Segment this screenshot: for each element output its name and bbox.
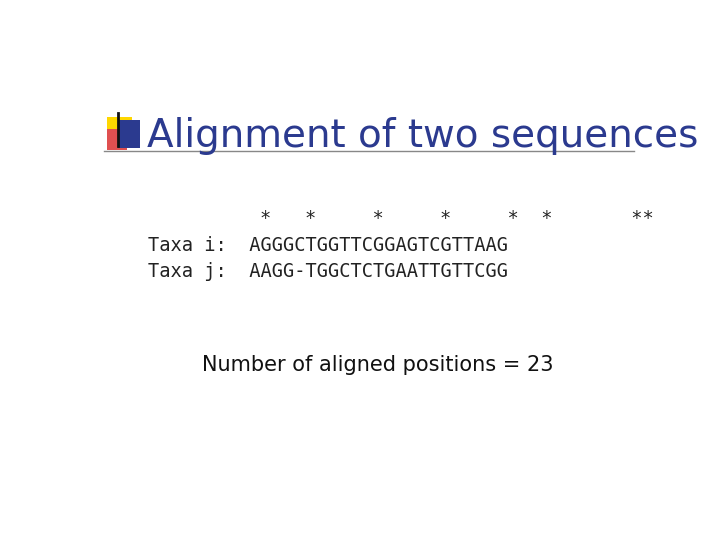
- Bar: [107, 117, 132, 142]
- Bar: [107, 130, 127, 150]
- Bar: [118, 120, 140, 148]
- Text: *   *     *     *     *  *       **: * * * * * * **: [261, 210, 654, 228]
- Text: Number of aligned positions = 23: Number of aligned positions = 23: [202, 355, 554, 375]
- Text: Taxa j:  AAGG-TGGCTCTGAATTGTTCGG: Taxa j: AAGG-TGGCTCTGAATTGTTCGG: [148, 262, 508, 281]
- Text: Alignment of two sequences: Alignment of two sequences: [147, 117, 698, 154]
- Text: Taxa i:  AGGGCTGGTTCGGAGTCGTTAAG: Taxa i: AGGGCTGGTTCGGAGTCGTTAAG: [148, 237, 508, 255]
